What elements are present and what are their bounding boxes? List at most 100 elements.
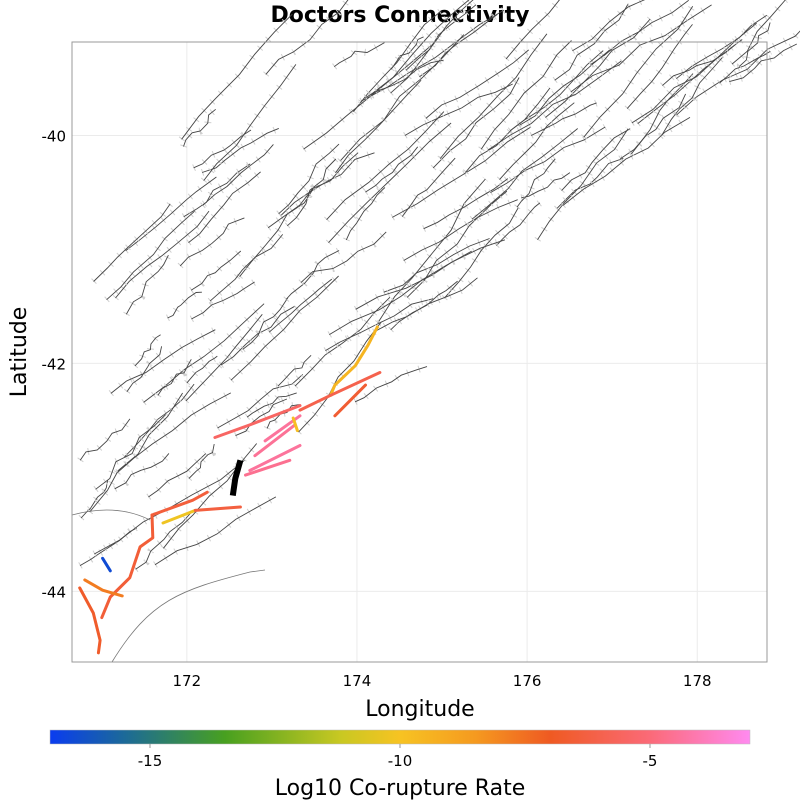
fault-trace — [561, 128, 631, 191]
fault-trace — [126, 346, 163, 392]
fault-trace — [157, 359, 192, 396]
fault-trace — [661, 57, 723, 136]
fault-trace — [490, 126, 606, 193]
fault-trace — [134, 334, 161, 367]
fault-trace — [202, 144, 274, 206]
target-fault-doctors — [229, 459, 244, 497]
fault-trace — [190, 250, 242, 291]
fault-trace — [110, 329, 216, 394]
fault-trace — [181, 13, 293, 140]
rupture-faults — [78, 325, 382, 655]
fault-trace — [423, 178, 509, 230]
fault-patch-outline — [728, 40, 799, 85]
fault-patch-outline — [422, 175, 510, 232]
fault-trace — [425, 49, 529, 119]
rupture-fault-segment — [333, 383, 367, 418]
fault-trace — [556, 157, 624, 210]
fault-trace — [620, 93, 687, 160]
fault-trace — [114, 453, 170, 490]
fault-trace — [163, 443, 258, 549]
fault-trace — [631, 22, 757, 124]
x-axis-label: Longitude — [365, 697, 474, 722]
colorbar-ticks: -15 -10 -5 — [138, 744, 657, 770]
fault-trace — [404, 83, 513, 136]
fault-trace — [465, 87, 551, 173]
fault-trace — [277, 354, 312, 387]
fault-trace — [518, 48, 611, 127]
fault-trace — [439, 33, 548, 159]
fault-trace — [300, 231, 387, 283]
fault-trace — [143, 303, 265, 403]
fault-trace — [662, 44, 736, 86]
fault-patch-outline — [93, 412, 169, 493]
fault-trace — [373, 277, 478, 333]
x-tick-label: 174 — [343, 672, 372, 690]
fault-trace — [390, 0, 474, 94]
fault-trace — [403, 199, 518, 261]
fault-trace — [268, 278, 333, 333]
fault-trace — [369, 0, 470, 96]
fault-trace — [242, 297, 289, 350]
fault-trace — [444, 206, 519, 299]
fault-trace — [572, 0, 646, 52]
fault-trace — [209, 234, 284, 302]
fault-patch-outline — [437, 31, 550, 161]
rupture-fault-segment — [161, 508, 197, 525]
fault-trace — [405, 4, 477, 71]
y-tick-label: -40 — [42, 127, 67, 145]
fault-trace — [738, 22, 771, 67]
fault-trace — [383, 238, 490, 293]
x-ticks: 172 174 176 178 — [173, 672, 712, 690]
fault-trace — [294, 296, 391, 387]
fault-trace — [115, 210, 210, 299]
rupture-fault-segment — [244, 458, 292, 477]
fault-trace — [365, 146, 419, 193]
fault-trace — [516, 158, 556, 208]
rupture-fault-segment — [298, 371, 382, 412]
fault-trace — [188, 171, 261, 243]
fault-trace — [124, 383, 195, 458]
fault-trace — [280, 152, 375, 217]
rupture-fault-segment — [329, 325, 379, 397]
fault-patch-outline — [181, 161, 253, 220]
fault-trace — [79, 418, 131, 461]
fault-patch-outline — [332, 39, 387, 70]
fault-trace — [521, 172, 571, 199]
fault-trace — [626, 24, 693, 109]
fault-trace — [201, 127, 279, 173]
fault-trace — [480, 40, 572, 150]
fault-patch-outline — [284, 156, 339, 229]
y-tick-label: -42 — [42, 355, 67, 373]
colorbar — [49, 729, 751, 745]
fault-patch-outline — [112, 208, 212, 301]
rupture-fault-segment — [101, 556, 112, 573]
fault-trace — [471, 128, 578, 220]
x-tick-label: 176 — [513, 672, 542, 690]
chart-title: Doctors Connectivity — [271, 3, 530, 28]
fault-trace — [325, 298, 434, 351]
fault-trace — [676, 14, 768, 80]
fault-trace — [390, 280, 458, 331]
fault-trace — [339, 34, 465, 162]
fault-trace — [487, 60, 623, 151]
fault-trace — [125, 176, 217, 252]
fault-trace — [353, 10, 442, 112]
fault-trace — [148, 453, 207, 498]
fault-trace — [285, 250, 340, 300]
fault-trace — [154, 496, 277, 566]
fault-trace — [186, 355, 218, 384]
fault-trace — [365, 59, 444, 98]
fault-trace — [496, 202, 541, 246]
fault-trace — [191, 281, 255, 320]
fault-trace — [583, 5, 694, 138]
fault-trace — [537, 128, 629, 240]
fault-trace — [406, 190, 508, 298]
fault-trace — [117, 392, 232, 473]
fault-trace — [355, 239, 506, 310]
fault-trace — [499, 102, 575, 180]
fault-trace — [432, 77, 520, 169]
fault-trace — [246, 392, 297, 418]
fault-trace — [183, 163, 251, 218]
background-faults — [71, 0, 800, 663]
